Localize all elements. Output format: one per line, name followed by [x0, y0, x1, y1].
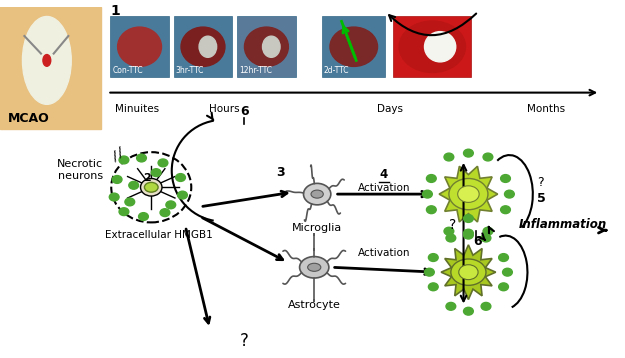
Ellipse shape	[262, 36, 280, 57]
Ellipse shape	[43, 54, 51, 66]
Text: 3hr-TTC: 3hr-TTC	[176, 66, 204, 75]
Bar	[393, 16, 471, 77]
Text: Astrocyte: Astrocyte	[288, 300, 341, 310]
Bar	[110, 16, 169, 77]
Text: 12hr-TTC: 12hr-TTC	[239, 66, 272, 75]
Text: ?: ?	[449, 218, 456, 232]
Ellipse shape	[137, 154, 146, 162]
Ellipse shape	[158, 159, 168, 167]
Text: 6: 6	[473, 235, 482, 248]
Ellipse shape	[481, 303, 491, 310]
Ellipse shape	[449, 179, 488, 210]
Ellipse shape	[304, 183, 331, 205]
Ellipse shape	[129, 182, 139, 189]
Ellipse shape	[141, 179, 162, 196]
Ellipse shape	[311, 190, 323, 198]
Ellipse shape	[428, 253, 438, 261]
Text: ?: ?	[537, 176, 543, 189]
Ellipse shape	[501, 175, 511, 182]
Ellipse shape	[426, 206, 436, 214]
Text: Activation: Activation	[357, 183, 410, 193]
Ellipse shape	[499, 283, 508, 291]
Ellipse shape	[166, 201, 176, 209]
Ellipse shape	[451, 259, 486, 285]
Ellipse shape	[464, 214, 473, 222]
Ellipse shape	[299, 257, 329, 278]
Bar	[174, 16, 232, 77]
Ellipse shape	[464, 149, 473, 157]
Ellipse shape	[446, 303, 456, 310]
Ellipse shape	[330, 27, 378, 67]
Text: MCAO: MCAO	[8, 112, 49, 125]
Ellipse shape	[464, 229, 473, 237]
Ellipse shape	[144, 182, 158, 192]
Text: Months: Months	[528, 104, 566, 114]
Ellipse shape	[499, 253, 508, 261]
Polygon shape	[441, 245, 496, 300]
Text: /: /	[110, 148, 119, 163]
Ellipse shape	[464, 231, 473, 239]
Ellipse shape	[119, 156, 129, 164]
Text: ?: ?	[239, 332, 248, 350]
Ellipse shape	[119, 208, 129, 216]
Text: Hours: Hours	[209, 104, 240, 114]
Text: 1: 1	[110, 4, 120, 18]
Ellipse shape	[308, 263, 321, 271]
Text: Microglia: Microglia	[292, 223, 342, 233]
Bar	[0, 7, 101, 129]
Text: 2d-TTC: 2d-TTC	[324, 66, 349, 75]
Ellipse shape	[458, 186, 479, 202]
Bar	[237, 16, 296, 77]
Ellipse shape	[424, 32, 456, 62]
Ellipse shape	[125, 198, 134, 206]
Ellipse shape	[459, 265, 478, 280]
Text: Minuites: Minuites	[114, 104, 159, 114]
Text: 5: 5	[537, 192, 546, 205]
Ellipse shape	[22, 16, 71, 104]
Ellipse shape	[181, 27, 225, 67]
Text: Inflammation: Inflammation	[519, 218, 608, 231]
Ellipse shape	[504, 190, 514, 198]
Ellipse shape	[483, 227, 493, 235]
Ellipse shape	[426, 175, 436, 182]
Ellipse shape	[428, 283, 438, 291]
Ellipse shape	[464, 307, 473, 315]
Ellipse shape	[399, 21, 466, 72]
Text: /: /	[116, 144, 125, 159]
Text: 3: 3	[276, 165, 285, 179]
Ellipse shape	[118, 27, 161, 67]
Ellipse shape	[176, 174, 186, 182]
Text: 4: 4	[380, 169, 388, 182]
Ellipse shape	[199, 36, 217, 57]
Ellipse shape	[501, 206, 511, 214]
Ellipse shape	[151, 169, 161, 176]
Text: Con-TTC: Con-TTC	[112, 66, 143, 75]
Ellipse shape	[444, 227, 454, 235]
Ellipse shape	[424, 268, 434, 276]
Text: Extracellular HMGB1: Extracellular HMGB1	[106, 230, 213, 240]
Text: 6: 6	[240, 105, 249, 118]
Text: Activation: Activation	[357, 248, 410, 258]
Ellipse shape	[177, 191, 187, 199]
Text: Necrotic
neurons: Necrotic neurons	[58, 159, 104, 180]
Ellipse shape	[481, 234, 491, 242]
Ellipse shape	[109, 193, 119, 201]
Ellipse shape	[446, 234, 456, 242]
Ellipse shape	[444, 153, 454, 161]
Ellipse shape	[112, 175, 122, 183]
Ellipse shape	[139, 213, 148, 221]
Ellipse shape	[160, 209, 170, 217]
Polygon shape	[439, 166, 498, 222]
Ellipse shape	[503, 268, 512, 276]
Ellipse shape	[422, 190, 432, 198]
Ellipse shape	[244, 27, 288, 67]
Bar	[322, 16, 386, 77]
Ellipse shape	[483, 153, 493, 161]
Text: 2: 2	[144, 173, 151, 183]
Text: Days: Days	[378, 104, 403, 114]
